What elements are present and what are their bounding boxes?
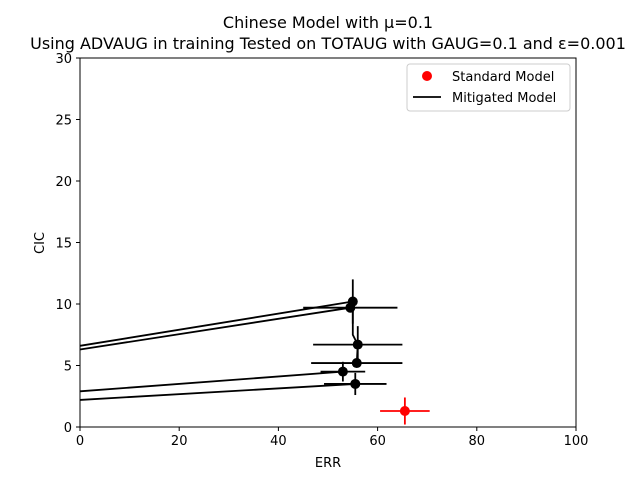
y-tick-label: 25 <box>55 114 72 129</box>
y-tick-label: 15 <box>55 237 72 252</box>
mitigated-trend-line <box>79 306 351 351</box>
chart-subtitle: Using ADVAUG in training Tested on TOTAU… <box>30 34 626 53</box>
plot-area <box>79 279 430 425</box>
legend-marker-standard <box>422 71 432 81</box>
x-tick-label: 0 <box>76 434 84 449</box>
mitigated-trend-line <box>79 300 353 347</box>
x-axis: 0 20 40 60 80 100 <box>76 427 589 449</box>
y-tick-label: 20 <box>55 175 72 190</box>
x-tick-label: 60 <box>369 434 386 449</box>
x-tick-label: 80 <box>469 434 486 449</box>
mitigated-point <box>345 302 356 313</box>
chart-title: Chinese Model with μ=0.1 <box>223 13 433 32</box>
mitigated-point <box>351 358 362 369</box>
y-axis-label: CIC <box>33 232 48 254</box>
legend-label-standard: Standard Model <box>452 70 554 85</box>
mitigated-point <box>352 339 363 350</box>
y-axis: 0 5 10 15 20 25 30 <box>55 52 80 436</box>
x-tick-label: 40 <box>270 434 287 449</box>
y-tick-label: 5 <box>64 360 72 375</box>
mitigated-point <box>350 378 361 389</box>
standard-point <box>399 406 410 417</box>
y-tick-label: 30 <box>55 52 72 67</box>
legend-box <box>406 63 571 112</box>
y-tick-label: 0 <box>64 421 72 436</box>
x-tick-label: 100 <box>564 434 589 449</box>
mitigated-trend-line <box>79 383 356 401</box>
mitigated-point <box>337 366 348 377</box>
legend-label-mitigated: Mitigated Model <box>452 91 556 106</box>
legend: Standard Model Mitigated Model <box>406 63 571 112</box>
x-axis-label: ERR <box>315 456 341 471</box>
y-tick-label: 10 <box>55 298 72 313</box>
x-tick-label: 20 <box>171 434 188 449</box>
mitigated-trend-line <box>79 370 343 393</box>
